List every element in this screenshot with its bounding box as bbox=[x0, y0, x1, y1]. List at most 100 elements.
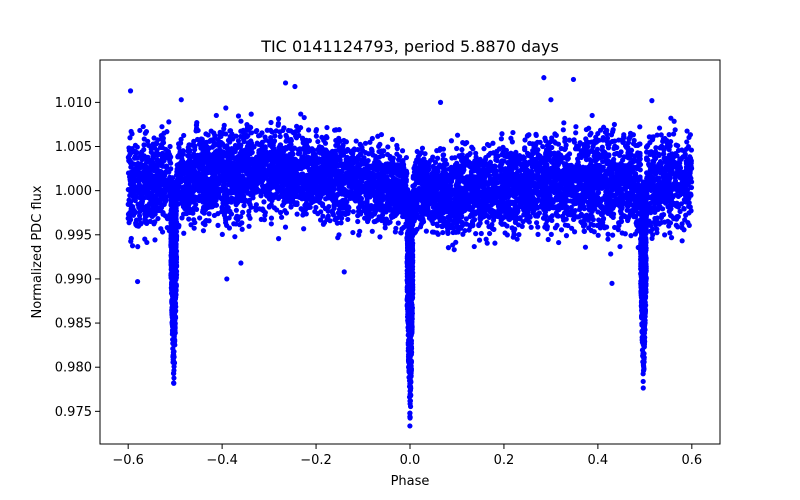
data-point bbox=[268, 215, 275, 221]
data-point bbox=[621, 132, 627, 138]
data-point bbox=[566, 151, 573, 157]
data-point bbox=[215, 222, 221, 228]
data-point bbox=[137, 127, 143, 134]
data-point bbox=[605, 236, 611, 242]
data-point bbox=[620, 139, 627, 145]
data-point bbox=[313, 204, 319, 211]
data-point bbox=[313, 133, 319, 139]
data-point bbox=[374, 217, 380, 223]
data-point bbox=[300, 154, 306, 160]
data-point bbox=[359, 202, 365, 208]
data-point bbox=[487, 159, 494, 165]
data-point bbox=[313, 127, 320, 133]
data-point bbox=[127, 135, 133, 141]
data-point bbox=[335, 235, 341, 241]
data-point bbox=[499, 131, 505, 137]
data-point bbox=[281, 154, 287, 160]
data-point bbox=[389, 136, 396, 142]
data-point bbox=[248, 111, 254, 117]
data-point bbox=[484, 219, 490, 225]
data-point bbox=[587, 132, 593, 138]
data-point bbox=[365, 151, 372, 157]
data-point bbox=[152, 219, 158, 225]
data-point bbox=[549, 213, 555, 219]
data-point bbox=[136, 203, 142, 210]
data-point bbox=[338, 220, 344, 226]
data-point bbox=[235, 138, 242, 144]
data-point bbox=[153, 150, 159, 156]
data-point bbox=[339, 215, 345, 221]
data-point bbox=[563, 233, 570, 239]
data-point bbox=[339, 182, 345, 188]
data-point bbox=[238, 214, 244, 220]
data-point bbox=[246, 208, 252, 214]
data-point bbox=[668, 235, 675, 241]
data-point bbox=[394, 145, 400, 152]
data-point bbox=[159, 229, 166, 235]
data-point bbox=[462, 141, 468, 147]
data-point bbox=[280, 127, 286, 134]
data-point bbox=[135, 244, 141, 250]
data-point bbox=[385, 218, 391, 225]
data-point bbox=[545, 145, 551, 151]
data-point bbox=[595, 232, 601, 238]
data-point bbox=[163, 163, 170, 169]
data-point bbox=[355, 218, 361, 225]
data-point bbox=[261, 199, 267, 205]
data-point bbox=[213, 112, 219, 119]
data-point bbox=[233, 207, 239, 213]
data-point bbox=[345, 216, 351, 223]
data-point bbox=[229, 131, 235, 137]
data-point bbox=[423, 228, 429, 234]
data-point bbox=[622, 231, 628, 237]
data-point bbox=[232, 234, 238, 240]
data-point bbox=[580, 223, 587, 229]
data-point bbox=[471, 243, 477, 250]
data-point bbox=[571, 137, 577, 143]
data-point bbox=[434, 155, 441, 161]
data-point bbox=[218, 133, 224, 140]
data-point bbox=[584, 138, 590, 145]
data-point bbox=[239, 226, 245, 232]
data-point bbox=[196, 187, 203, 193]
data-point bbox=[238, 118, 244, 124]
data-point bbox=[461, 221, 467, 227]
data-point bbox=[600, 215, 607, 222]
data-point bbox=[158, 136, 164, 142]
data-point bbox=[362, 140, 369, 146]
data-point bbox=[233, 133, 239, 139]
data-point bbox=[290, 151, 296, 157]
data-point bbox=[671, 118, 677, 124]
data-point bbox=[582, 244, 589, 250]
data-point bbox=[129, 131, 135, 137]
data-point bbox=[662, 232, 668, 238]
data-point bbox=[414, 157, 420, 163]
data-point bbox=[644, 149, 650, 155]
data-point bbox=[331, 127, 338, 133]
data-point bbox=[187, 190, 193, 196]
data-point bbox=[151, 135, 157, 141]
data-point bbox=[677, 208, 683, 215]
data-point bbox=[686, 134, 692, 141]
data-point bbox=[385, 144, 391, 150]
data-point bbox=[550, 204, 556, 210]
data-point bbox=[459, 147, 465, 153]
data-point bbox=[178, 140, 184, 146]
data-point bbox=[684, 128, 690, 134]
data-point bbox=[653, 149, 659, 155]
data-point bbox=[516, 232, 522, 238]
data-point bbox=[193, 128, 199, 134]
data-point bbox=[355, 208, 362, 214]
data-point bbox=[275, 116, 282, 122]
data-point bbox=[608, 251, 614, 257]
data-point bbox=[240, 209, 246, 215]
data-point bbox=[274, 207, 280, 213]
data-point bbox=[158, 169, 164, 175]
data-point bbox=[303, 205, 309, 211]
data-point bbox=[246, 223, 252, 229]
data-point bbox=[637, 124, 643, 130]
data-point bbox=[558, 227, 565, 233]
data-point bbox=[208, 128, 214, 134]
